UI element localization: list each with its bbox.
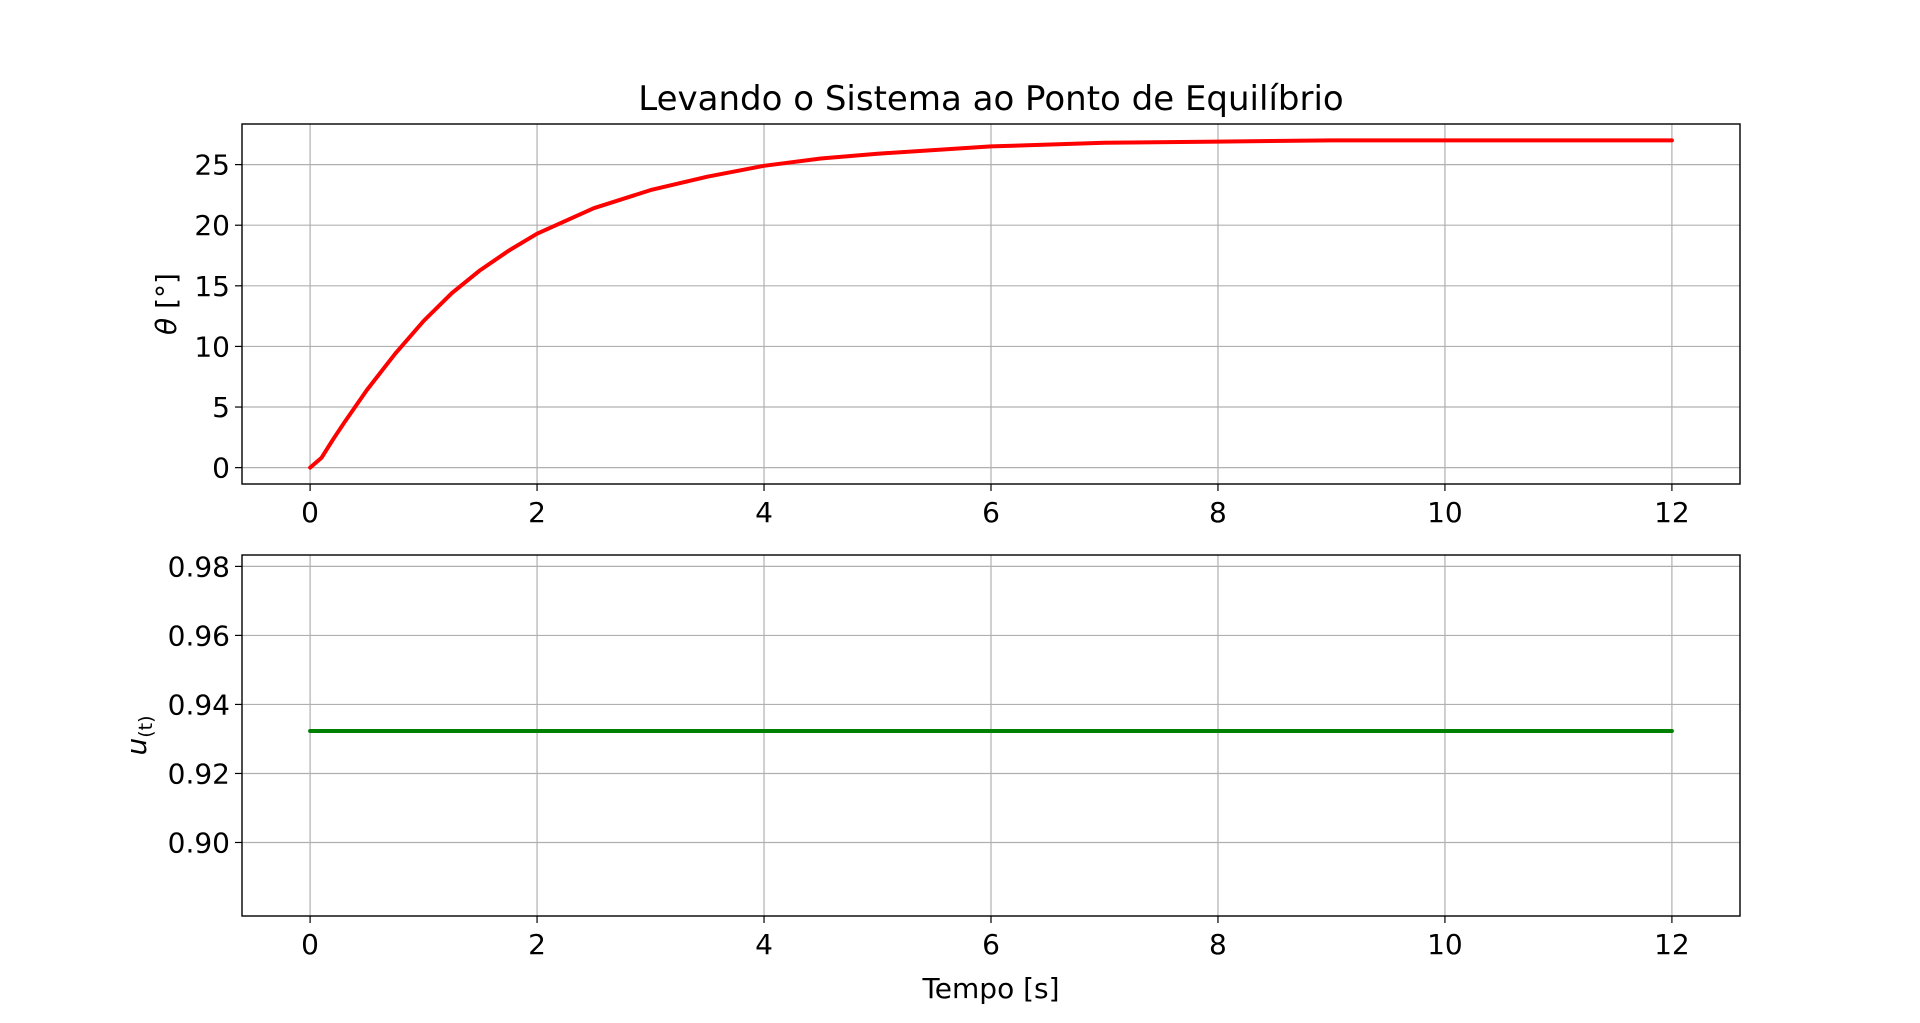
theta-axes-frame bbox=[241, 123, 1741, 485]
control-x-tick-label: 12 bbox=[1654, 928, 1690, 961]
theta-y-axis-label: θ [°] bbox=[150, 273, 183, 335]
control-x-tick-label: 0 bbox=[301, 928, 319, 961]
control-x-tick-label: 4 bbox=[755, 928, 773, 961]
theta-x-tick-label: 2 bbox=[528, 496, 546, 529]
theta-x-tick-label: 8 bbox=[1209, 496, 1227, 529]
theta-series-group bbox=[308, 138, 1674, 470]
control-x-tick-label: 6 bbox=[982, 928, 1000, 961]
control-subplot: 0 2 4 6 8 10 120.900.920.940.960.98 Tempo [s] … bbox=[120, 550, 1741, 1005]
control-y-var: u bbox=[120, 738, 153, 756]
theta-y-unit: [°] bbox=[150, 273, 183, 318]
theta-x-tick-label: 4 bbox=[755, 496, 773, 529]
theta-x-tick-label: 0 bbox=[301, 496, 319, 529]
control-x-tick-label: 2 bbox=[528, 928, 546, 961]
control-x-tick-label: 10 bbox=[1427, 928, 1463, 961]
theta-subplot: 0 2 4 6 8 10 12 0 5 10 15 20 25 Levando o Sistema ao… bbox=[150, 79, 1741, 529]
chart-title: Levando o Sistema ao Ponto de Equilíbrio bbox=[638, 79, 1343, 119]
theta-y-tick-label: 5 bbox=[212, 391, 230, 424]
theta-y-tick-label: 20 bbox=[194, 209, 230, 242]
control-y-tick-label: 0.92 bbox=[168, 757, 230, 790]
theta-y-tick-label: 25 bbox=[194, 149, 230, 182]
theta-grid bbox=[242, 124, 1740, 484]
control-y-sub: (t) bbox=[135, 715, 157, 737]
control-y-tick-label: 0.90 bbox=[168, 826, 230, 859]
theta-x-tick-label: 6 bbox=[982, 496, 1000, 529]
theta-y-tick-label: 0 bbox=[212, 452, 230, 485]
theta-x-tick-label: 12 bbox=[1654, 496, 1690, 529]
theta-ticks: 0 2 4 6 8 10 12 0 5 10 15 20 25 bbox=[194, 149, 1689, 529]
theta-y-tick-label: 10 bbox=[194, 330, 230, 363]
x-axis-label: Tempo [s] bbox=[921, 972, 1059, 1005]
control-ticks: 0 2 4 6 8 10 12 0.90 0.92 0.94 0.96 0.98 bbox=[168, 550, 1690, 961]
control-y-tick-label: 0.96 bbox=[168, 619, 230, 652]
control-grid bbox=[242, 555, 1740, 916]
theta-y-tick-label: 15 bbox=[194, 270, 230, 303]
control-y-tick-label: 0.98 bbox=[168, 550, 230, 583]
theta-y-var: θ bbox=[150, 318, 183, 335]
control-x-tick-label: 8 bbox=[1209, 928, 1227, 961]
control-y-axis-label: u(t) bbox=[120, 715, 157, 755]
theta-x-tick-label: 10 bbox=[1427, 496, 1463, 529]
control-axes-frame bbox=[241, 554, 1741, 917]
control-y-tick-label: 0.94 bbox=[168, 688, 230, 721]
theta-series-line bbox=[308, 138, 1674, 470]
